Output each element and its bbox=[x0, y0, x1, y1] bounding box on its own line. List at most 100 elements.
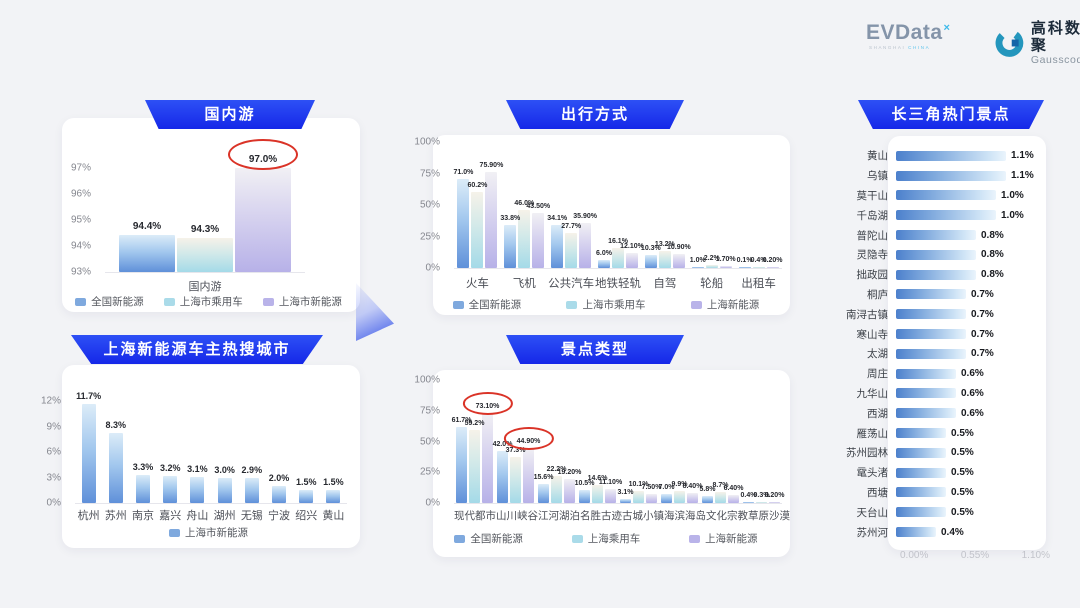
bar-slot: 0.4% bbox=[751, 142, 767, 268]
bar-slot: 42.0% bbox=[493, 380, 512, 503]
spot-bar-area: 1.1% bbox=[896, 150, 1046, 161]
spot-bar bbox=[896, 408, 956, 419]
legend-swatch bbox=[571, 534, 583, 543]
bar-value-label: 14.6% bbox=[587, 475, 608, 483]
bar-上海市新能源 bbox=[272, 486, 287, 503]
spot-bar-area: 1.0% bbox=[896, 190, 1046, 201]
spot-bar-area: 0.5% bbox=[896, 428, 1046, 439]
y-tick-label: 0% bbox=[425, 497, 440, 509]
bar-上海新能源 bbox=[579, 222, 592, 268]
bar-value-label: 0.3% bbox=[753, 491, 770, 499]
spot-label: 寒山寺 bbox=[856, 328, 889, 341]
legend-swatch bbox=[75, 297, 87, 306]
spot-label: 周庄 bbox=[867, 368, 888, 381]
x-tick-label: 0.55% bbox=[960, 550, 990, 561]
bar-group: 42.0% 37.3% 44.90% bbox=[493, 380, 554, 503]
bar-slot: 2.9% bbox=[242, 393, 262, 503]
bar-全国新能源 bbox=[579, 490, 590, 503]
bar-slot: 8.40% bbox=[683, 380, 702, 503]
bar-slot: 37.3% bbox=[506, 380, 525, 503]
spot-label: 桐庐 bbox=[867, 288, 888, 301]
bar-上海市新能源 bbox=[326, 490, 341, 503]
spot-row: 莫干山 1.0% bbox=[830, 188, 1046, 203]
evdata-sup-icon: × bbox=[943, 22, 950, 34]
bar-slot: 16.1% bbox=[608, 142, 628, 268]
bar-group: 3.1% bbox=[184, 393, 211, 503]
bar-全国新能源 bbox=[738, 266, 751, 268]
y-tick-label: 95% bbox=[70, 214, 91, 226]
card-travel-modes: 出行方式 100% 75% 50% 25% 0% 71.0% 60.2% 75.90% 33.8… bbox=[400, 100, 790, 315]
bar-group: 10.5% 14.6% 11.10% bbox=[575, 380, 622, 503]
spot-bar-area: 0.8% bbox=[896, 230, 1046, 241]
bar-value-label: 3.1% bbox=[617, 489, 634, 497]
y-tick-label: 12% bbox=[40, 395, 61, 407]
bar-value-label: 3.3% bbox=[132, 462, 154, 473]
bar-value-label: 75.90% bbox=[479, 162, 504, 170]
bar-value-label: 0.4% bbox=[740, 491, 757, 499]
spot-bar-area: 0.5% bbox=[896, 467, 1046, 478]
spot-row: 太湖 0.7% bbox=[830, 346, 1046, 361]
bar-group: 7.0% 9.9% 8.40% bbox=[658, 380, 702, 503]
bar-group: 3.1% 10.1% 7.50% bbox=[617, 380, 661, 503]
bar-上海新能源 bbox=[719, 265, 732, 268]
spot-row: 雁荡山 0.5% bbox=[830, 426, 1046, 441]
bar-上海新能源 bbox=[626, 252, 638, 268]
bar-上海乘用车 bbox=[633, 490, 644, 503]
legend-label: 上海新能源 bbox=[705, 533, 758, 545]
y-axis: 100% 75% 50% 25% 0% bbox=[400, 375, 446, 509]
bar-上海市乘用车 bbox=[518, 210, 531, 268]
bar-全国新能源 bbox=[497, 451, 508, 503]
spot-bar-area: 0.7% bbox=[896, 348, 1046, 359]
bar-全国新能源 bbox=[691, 266, 704, 268]
spot-value: 0.8% bbox=[981, 249, 1004, 261]
bar-slot: 9.9% bbox=[672, 380, 687, 503]
legend: 全国新能源 上海市乘用车 上海新能源 bbox=[430, 297, 782, 312]
bar-上海市新能源 bbox=[190, 476, 205, 503]
spot-label: 天台山 bbox=[856, 506, 889, 519]
bar-slot: 1.5% bbox=[296, 393, 316, 503]
legend-item: 上海新能源 bbox=[689, 531, 758, 546]
bar-全国新能源 bbox=[743, 501, 754, 503]
spot-label: 苏州河 bbox=[856, 526, 889, 539]
bar-slot: 35.90% bbox=[573, 142, 597, 268]
bar-value-label: 12.10% bbox=[620, 242, 644, 250]
bar-value-label: 10.1% bbox=[628, 480, 649, 488]
bar-上海新能源 bbox=[672, 254, 685, 268]
highlight-ellipse-icon bbox=[503, 426, 554, 450]
bar-group: 3.2% bbox=[157, 393, 184, 503]
spot-value: 0.5% bbox=[951, 506, 974, 518]
bar-value-label: 0.20% bbox=[764, 491, 785, 499]
bar-value-label: 7.0% bbox=[658, 484, 675, 492]
bar-slot: 71.0% bbox=[453, 142, 473, 268]
bar-slot: 12.10% bbox=[620, 142, 644, 268]
spot-rows: 黄山 1.1% 乌镇 1.1% 莫干山 1.0% 千岛湖 1.0% 普陀山 0.8% 灵隐寺 0.8%… bbox=[830, 146, 1046, 542]
y-tick-label: 9% bbox=[46, 421, 61, 433]
bar-value-label: 6.40% bbox=[723, 485, 744, 493]
chart-title-banner: 国内游 bbox=[145, 100, 315, 129]
bar-group: 94.4% 94.3% 97.0% bbox=[105, 138, 305, 272]
category-labels: 现代都市 山川峡谷 江河湖泊 名胜古迹 古城小镇 海滨海岛 文化宗教 草原沙漠 bbox=[454, 508, 790, 523]
x-tick-label: 0.00% bbox=[900, 550, 929, 561]
bar-group: 6.0% 16.1% 12.10% bbox=[595, 142, 644, 268]
category-label: 国内游 bbox=[188, 281, 222, 293]
category-label: 出租车 bbox=[741, 278, 776, 290]
y-tick-label: 25% bbox=[419, 231, 440, 242]
spot-label: 太湖 bbox=[867, 348, 888, 361]
bar-全国新能源 bbox=[119, 235, 175, 272]
bar-上海市新能源 bbox=[81, 404, 96, 503]
spot-bar-area: 0.7% bbox=[896, 289, 1046, 300]
bar-slot: 0.4% bbox=[740, 380, 757, 503]
bar-group: 34.1% 27.7% 35.90% bbox=[547, 142, 597, 268]
y-axis: 12% 9% 6% 3% 0% bbox=[35, 393, 67, 509]
y-tick-label: 50% bbox=[419, 199, 440, 211]
category-label: 火车 bbox=[465, 278, 489, 290]
bar-value-label: 94.3% bbox=[190, 224, 220, 236]
spot-bar bbox=[896, 507, 946, 518]
spot-bar bbox=[896, 368, 956, 379]
bar-上海市新能源 bbox=[299, 490, 314, 503]
bar-上海乘用车 bbox=[592, 485, 603, 503]
bar-slot: 19.20% bbox=[558, 380, 581, 503]
bar-slot: 10.1% bbox=[629, 380, 648, 503]
spot-bar bbox=[896, 210, 996, 221]
bar-slot: 1.5% bbox=[323, 393, 344, 503]
